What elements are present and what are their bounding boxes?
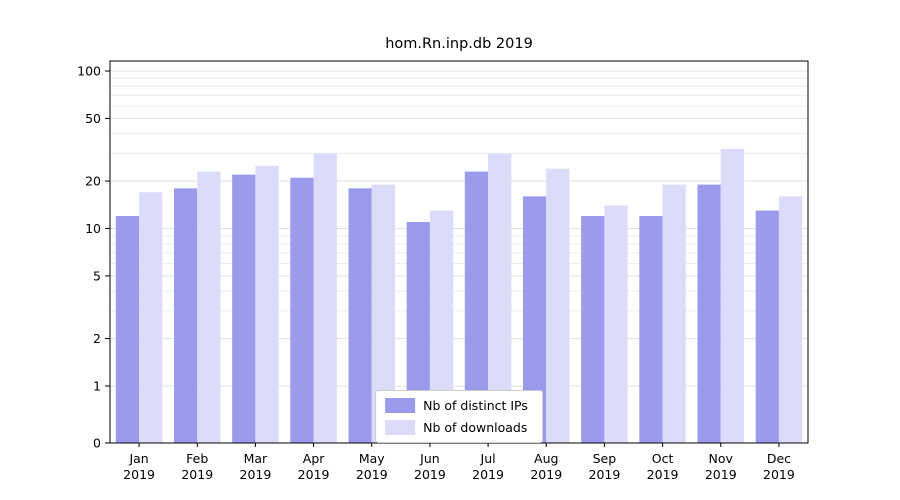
- legend-swatch-distinct-ips: [385, 398, 416, 413]
- x-tick-label-year-feb: 2019: [181, 467, 213, 482]
- bar-jan-downloads: [139, 192, 163, 443]
- y-tick-label-2: 2: [93, 331, 101, 346]
- bar-aug-distinct-ips: [522, 196, 547, 443]
- bar-may-downloads: [371, 184, 396, 443]
- y-tick-label-50: 50: [85, 111, 101, 126]
- bar-oct-downloads: [662, 184, 686, 443]
- bar-aug-downloads: [546, 168, 570, 443]
- x-tick-label-month-oct: Oct: [652, 451, 674, 466]
- legend-swatch-downloads: [385, 420, 416, 435]
- bar-apr-distinct-ips: [290, 177, 314, 443]
- legend-item-downloads: Nb of downloads: [385, 420, 528, 435]
- bar-sep-distinct-ips: [581, 216, 605, 443]
- plot-border: [109, 60, 809, 444]
- x-tick-label-year-oct: 2019: [647, 467, 679, 482]
- x-tick-label-year-mar: 2019: [240, 467, 272, 482]
- x-tick-label-month-dec: Dec: [767, 451, 791, 466]
- bar-dec-downloads: [778, 196, 803, 443]
- legend-label-downloads: Nb of downloads: [423, 420, 528, 435]
- bar-jun-downloads: [429, 210, 454, 443]
- bar-jan-distinct-ips: [115, 216, 140, 443]
- x-tick-label-year-apr: 2019: [298, 467, 330, 482]
- bar-apr-downloads: [313, 153, 337, 444]
- x-tick-label-year-jan: 2019: [123, 467, 155, 482]
- x-tick-label-year-dec: 2019: [763, 467, 795, 482]
- bar-mar-distinct-ips: [232, 174, 256, 443]
- x-tick-label-year-jul: 2019: [472, 467, 504, 482]
- x-tick-label-year-sep: 2019: [589, 467, 621, 482]
- x-tick-label-month-nov: Nov: [709, 451, 734, 466]
- y-tick-label-0: 0: [93, 436, 101, 451]
- y-tick-label-5: 5: [93, 268, 101, 283]
- bar-nov-distinct-ips: [697, 184, 721, 443]
- x-tick-label-year-jun: 2019: [414, 467, 446, 482]
- x-tick-label-month-aug: Aug: [534, 451, 558, 466]
- x-tick-label-month-jul: Jul: [480, 451, 496, 466]
- x-tick-label-year-nov: 2019: [705, 467, 737, 482]
- x-tick-label-month-sep: Sep: [593, 451, 617, 466]
- legend-item-distinct-ips: Nb of distinct IPs: [385, 398, 528, 413]
- bar-mar-downloads: [255, 165, 279, 443]
- bar-nov-downloads: [720, 148, 745, 443]
- x-tick-label-year-aug: 2019: [530, 467, 562, 482]
- x-tick-label-month-jan: Jan: [128, 451, 148, 466]
- bar-jul-distinct-ips: [464, 171, 489, 443]
- bar-sep-downloads: [604, 205, 628, 443]
- bar-feb-distinct-ips: [173, 188, 198, 443]
- bar-may-distinct-ips: [348, 188, 372, 443]
- bar-jul-downloads: [488, 153, 512, 444]
- y-tick-label-10: 10: [85, 221, 101, 236]
- legend-label-distinct-ips: Nb of distinct IPs: [423, 398, 528, 413]
- y-tick-label-20: 20: [85, 174, 101, 189]
- x-tick-label-month-may: May: [359, 451, 385, 466]
- bar-jun-distinct-ips: [406, 221, 430, 443]
- bar-dec-distinct-ips: [755, 210, 779, 443]
- x-tick-label-year-may: 2019: [356, 467, 388, 482]
- y-tick-label-100: 100: [77, 64, 101, 79]
- chart-title: hom.Rn.inp.db 2019: [385, 36, 533, 52]
- bar-oct-distinct-ips: [639, 216, 663, 443]
- x-tick-label-month-feb: Feb: [186, 451, 208, 466]
- legend: Nb of distinct IPs Nb of downloads: [375, 390, 543, 443]
- y-tick-label-1: 1: [93, 379, 101, 394]
- x-tick-label-month-apr: Apr: [303, 451, 325, 466]
- x-tick-label-month-jun: Jun: [419, 451, 440, 466]
- x-tick-label-month-mar: Mar: [244, 451, 268, 466]
- bar-feb-downloads: [197, 171, 221, 443]
